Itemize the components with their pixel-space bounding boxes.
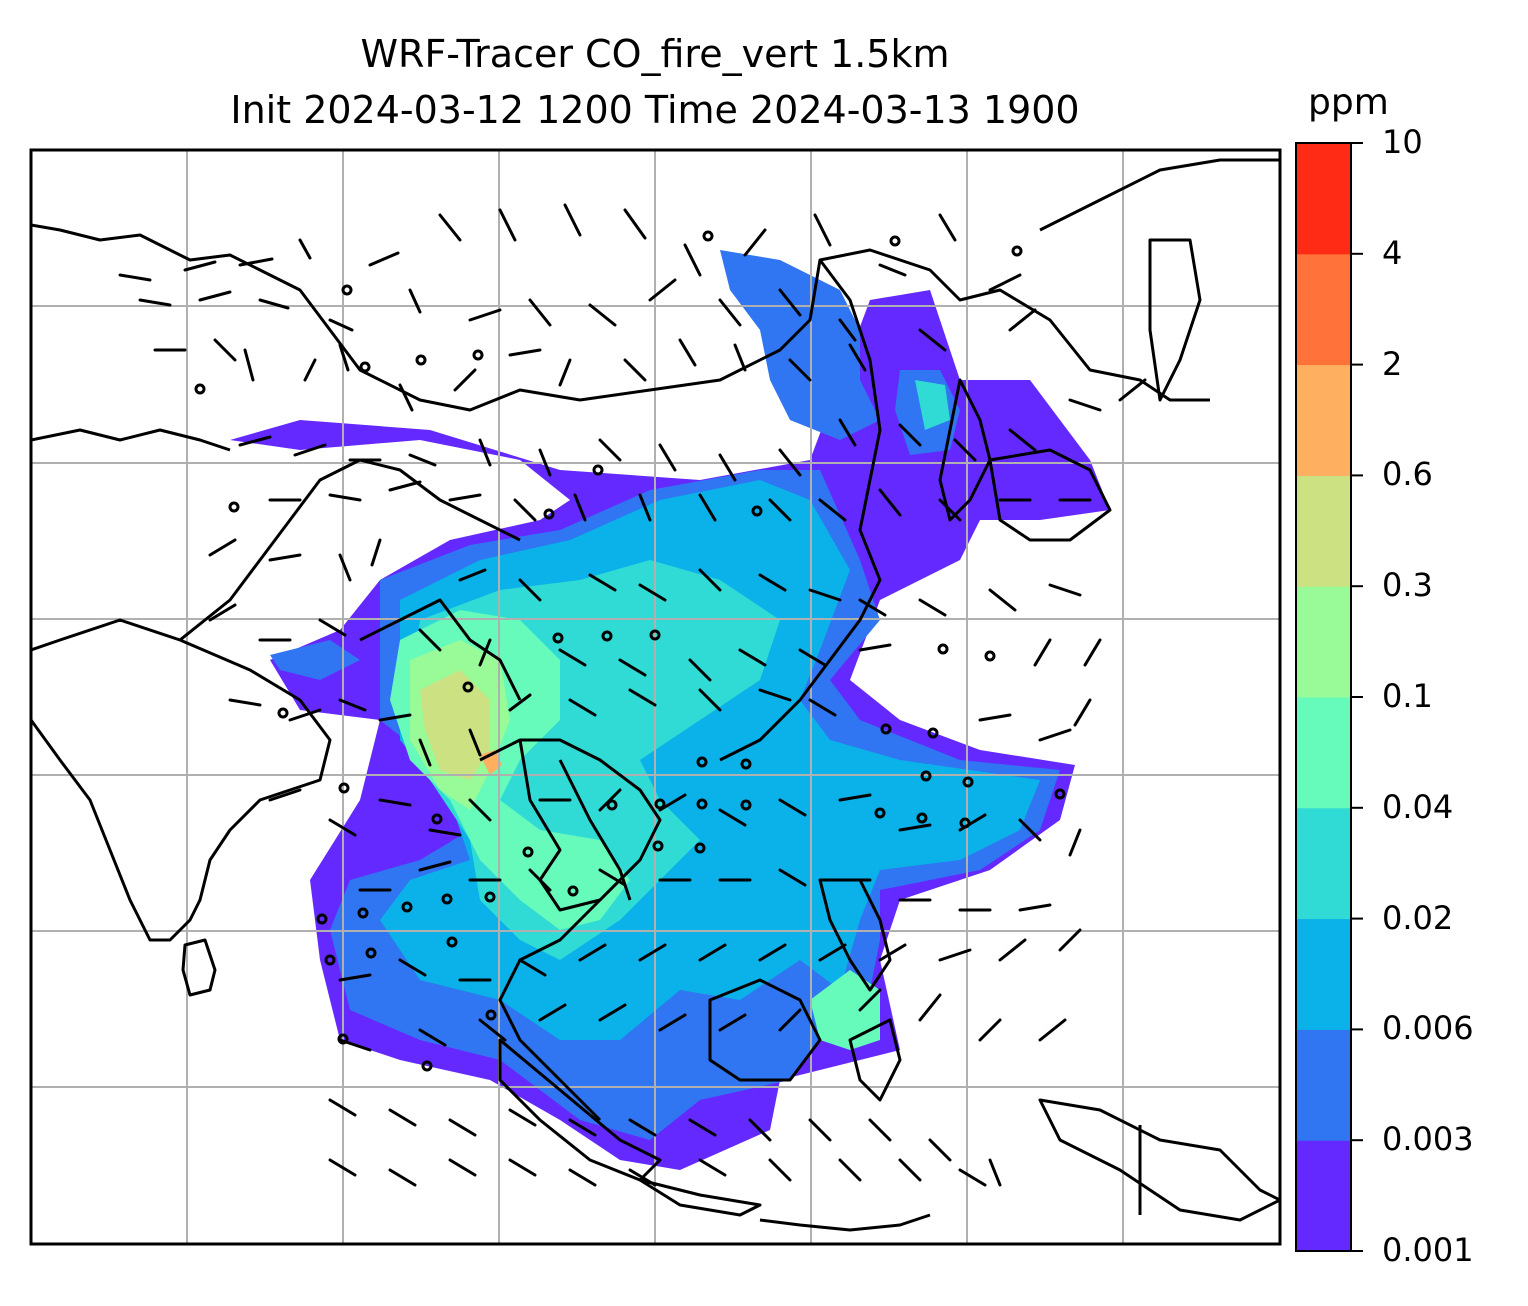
border-china-west (359, 598, 522, 701)
colorbar-tick-label: 0.1 (1382, 677, 1433, 715)
coast-java (638, 1178, 762, 1217)
coast-kamchatka (1148, 238, 1202, 402)
colorbar (1295, 142, 1363, 1252)
colorbar-tick-label: 0.04 (1382, 787, 1454, 826)
plume-north-patch-3 (915, 380, 950, 430)
colorbar-tick-label: 4 (1382, 233, 1403, 272)
border-indochina-1 (518, 739, 601, 912)
colorbar-segment (1296, 475, 1351, 587)
coast-nusa (759, 1213, 931, 1232)
coast-indochina (479, 738, 662, 1122)
colorbar-segment (1296, 697, 1351, 809)
coastlines-borders (31, 158, 1280, 1232)
colorbar-tick-label: 0.6 (1382, 455, 1433, 494)
coast-north-left (31, 428, 231, 452)
map-title-line-1: WRF-Tracer CO_fire_vert 1.5km (360, 32, 950, 76)
colorbar-tick-label: 0.3 (1382, 566, 1433, 605)
colorbar-segment (1296, 586, 1351, 698)
colorbar-tick-label: 2 (1382, 344, 1403, 383)
colorbar-tick-label: 0.003 (1382, 1120, 1474, 1159)
colorbar-segment (1296, 253, 1351, 366)
colorbar-segment (1296, 918, 1351, 1030)
coast-philippines (818, 878, 892, 992)
colorbar-segment (1296, 1029, 1351, 1141)
colorbar-tick-label: 0.02 (1382, 898, 1454, 937)
wind-barbs (118, 203, 1147, 1187)
border-central-asia (179, 458, 521, 642)
colorbar-segment (1296, 364, 1351, 476)
coast-borneo (708, 978, 822, 1082)
map-frame (29, 148, 1282, 1246)
colorbar-tick-label: 10 (1382, 123, 1423, 161)
coast-east-china (719, 259, 882, 762)
plume-level-0.3 (420, 670, 490, 780)
coast-russia-east (1039, 158, 1280, 232)
coast-sulawesi (848, 1018, 902, 1102)
map-gridlines (31, 150, 1280, 1244)
plume-north-patch-1 (720, 250, 880, 440)
coast-india (31, 618, 332, 942)
plume-south-patch (810, 970, 880, 1050)
colorbar-segment (1296, 807, 1351, 920)
colorbar-tick-label: 0.006 (1382, 1009, 1474, 1048)
coast-korea (938, 378, 992, 522)
plume-west-patch (270, 640, 360, 680)
calm-wind-markers (194, 230, 1066, 1072)
coast-srilanka (181, 938, 217, 997)
coast-new-guinea (1038, 1098, 1280, 1222)
colorbar-segment (1296, 143, 1351, 255)
border-north (31, 223, 1210, 412)
colorbar-tick-label: 0.001 (1382, 1231, 1474, 1269)
map-title-line-2: Init 2024-03-12 1200 Time 2024-03-13 190… (230, 88, 1080, 132)
coast-japan (988, 448, 1112, 542)
colorbar-segment (1296, 1140, 1351, 1252)
colorbar-unit-label: ppm (1308, 82, 1389, 123)
